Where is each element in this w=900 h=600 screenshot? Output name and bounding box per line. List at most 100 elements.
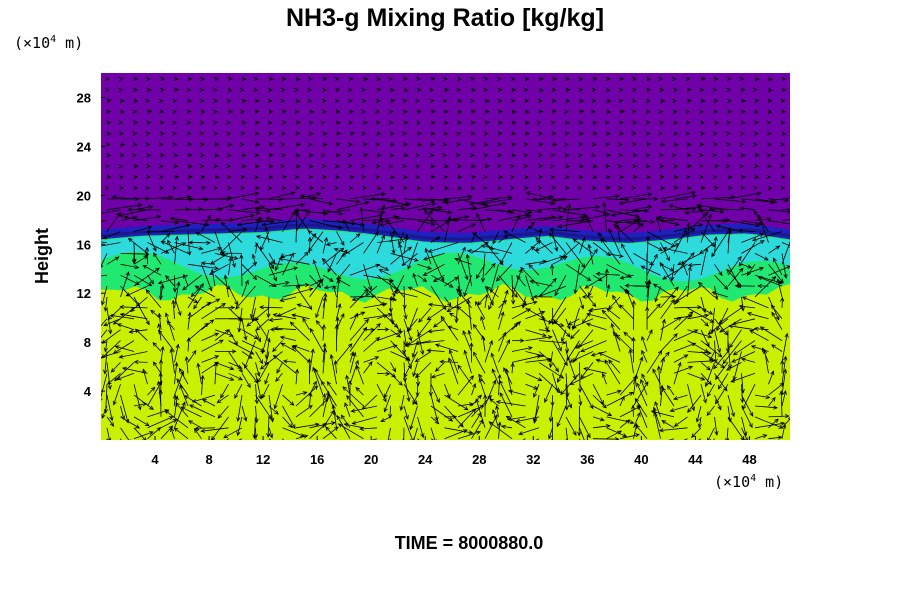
wind-vector [524, 98, 530, 103]
wind-vector [766, 120, 772, 125]
wind-vector [390, 253, 419, 262]
wind-vector [671, 76, 677, 82]
wind-vector [146, 153, 152, 158]
wind-vector [612, 294, 621, 309]
chart-title: NH3-g Mixing Ratio [kg/kg] [286, 4, 604, 32]
wind-vector [754, 198, 778, 204]
wind-vector [417, 220, 436, 226]
wind-vector [279, 335, 297, 341]
wind-vector [347, 153, 353, 158]
wind-vector [730, 372, 756, 383]
wind-vector [646, 242, 664, 251]
wind-vector [376, 327, 390, 332]
wind-vector [713, 438, 715, 440]
wind-vector [173, 164, 179, 169]
wind-vector [457, 109, 463, 114]
wind-vector [223, 427, 243, 439]
wind-vector [416, 77, 421, 82]
wind-vector [619, 274, 634, 280]
wind-vector [660, 318, 666, 341]
wind-vector [658, 109, 664, 114]
wind-vector [193, 296, 202, 310]
wind-vector [415, 362, 432, 379]
wind-vector [471, 201, 508, 211]
wind-vector [740, 357, 756, 363]
wind-vector [101, 340, 121, 359]
wind-vector [166, 320, 175, 330]
wind-vector [442, 153, 448, 158]
wind-vector [109, 313, 135, 320]
wind-vector [376, 98, 381, 103]
wind-vector [133, 296, 150, 326]
wind-vector [567, 318, 580, 326]
wind-vector [781, 368, 788, 396]
wind-vector [174, 395, 179, 417]
wind-vector [132, 109, 138, 114]
wind-vector [158, 329, 175, 352]
wind-vector [654, 285, 661, 303]
wind-vector [535, 236, 553, 254]
wind-vector [753, 185, 759, 191]
wind-vector [780, 153, 786, 158]
wind-vector [347, 142, 353, 147]
wind-vector [107, 307, 121, 321]
wind-vector [590, 351, 607, 357]
wind-vector [388, 405, 393, 419]
wind-vector [498, 289, 509, 319]
wind-vector [429, 185, 435, 191]
wind-vector [685, 109, 690, 115]
wind-vector [579, 384, 594, 410]
wind-vector [510, 185, 515, 190]
wind-vector [228, 191, 260, 200]
wind-vector [462, 330, 472, 352]
wind-vector [380, 416, 391, 422]
wind-vector [375, 175, 381, 180]
wind-vector [282, 359, 297, 364]
wind-vector [294, 175, 300, 180]
wind-vector [471, 87, 477, 92]
wind-vector [160, 223, 191, 232]
wind-vector [101, 405, 108, 419]
wind-vector [349, 109, 354, 114]
wind-vector [443, 76, 448, 82]
wind-vector [457, 430, 481, 440]
wind-vector [158, 174, 164, 180]
wind-vector [186, 131, 192, 136]
wind-vector [227, 87, 233, 92]
wind-vector [282, 210, 296, 232]
wind-vector [375, 142, 381, 147]
wind-vector [133, 394, 154, 410]
wind-vector [292, 344, 310, 352]
wind-vector [741, 296, 769, 309]
wind-vector [470, 98, 476, 103]
wind-vector [673, 416, 688, 427]
wind-vector [446, 296, 472, 312]
wind-vector [759, 326, 783, 341]
wind-vector [172, 120, 178, 125]
wind-vector [268, 87, 273, 92]
wind-vector [501, 424, 513, 429]
wind-vector [346, 394, 364, 418]
wind-vector [347, 164, 353, 169]
wind-vector [336, 231, 345, 247]
wind-vector [754, 416, 784, 429]
wind-vector [268, 202, 306, 211]
wind-vector [470, 142, 476, 147]
wind-vector [174, 220, 210, 227]
wind-vector [579, 164, 585, 169]
wind-vector [482, 185, 488, 191]
wind-vector [552, 231, 559, 252]
wind-vector [571, 318, 594, 329]
wind-vector [309, 422, 328, 439]
wind-vector [226, 131, 232, 136]
wind-vector [686, 221, 691, 243]
wind-vector [467, 329, 472, 341]
wind-vector [583, 367, 607, 374]
wind-vector [741, 438, 743, 440]
wind-vector [133, 431, 154, 440]
wind-vector [214, 349, 237, 354]
wind-vector [268, 109, 274, 114]
wind-vector [659, 175, 665, 180]
wind-vector [309, 220, 343, 230]
wind-vector [325, 241, 337, 247]
